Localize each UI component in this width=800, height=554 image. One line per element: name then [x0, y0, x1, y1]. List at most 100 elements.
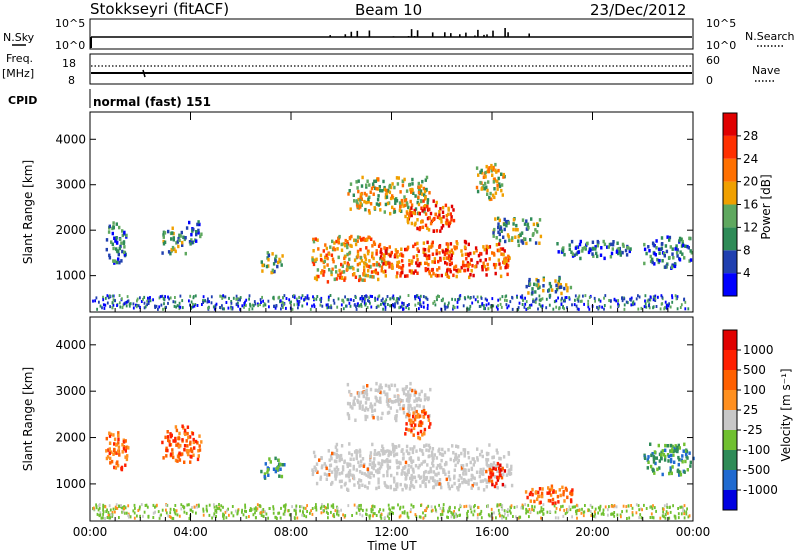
velocity-near-range-cell — [245, 510, 247, 513]
power-cell — [527, 225, 530, 230]
power-near-range-cell — [321, 304, 324, 308]
power-near-range-cell — [142, 297, 144, 301]
velocity-cell — [427, 396, 430, 401]
power-near-range-cell — [594, 299, 596, 303]
velocity-cell — [491, 472, 495, 476]
power-cell — [322, 273, 325, 277]
velocity-near-range-cell — [575, 509, 578, 513]
velocity-cell — [658, 452, 662, 457]
velocity-cell — [423, 459, 427, 464]
power-cell — [461, 263, 465, 268]
velocity-ylabel: Slant Range [km] — [21, 367, 35, 471]
velocity-cell — [373, 408, 377, 413]
power-near-range-cell — [521, 296, 524, 300]
power-cell — [377, 262, 380, 267]
noise-tick-top-left: 10^5 — [55, 17, 85, 30]
power-cell — [494, 162, 497, 167]
power-cell — [408, 208, 412, 213]
power-cell — [354, 275, 358, 279]
velocity-cell — [457, 487, 460, 492]
velocity-near-range-cell — [594, 515, 597, 519]
power-cell — [375, 187, 378, 191]
velocity-near-range-cell — [321, 503, 323, 507]
velocity-cell — [432, 470, 436, 474]
velocity-near-range-cell — [685, 512, 688, 516]
power-cell — [569, 285, 573, 290]
power-cell — [431, 240, 434, 245]
power-near-range-cell — [615, 299, 618, 303]
time-tick-label: 00:00 — [73, 525, 108, 539]
velocity-cell — [528, 492, 532, 497]
power-cell — [468, 275, 471, 280]
power-colorbar-tick-label: 8 — [743, 243, 751, 257]
power-near-range-cell — [249, 302, 251, 306]
power-cell — [503, 222, 506, 226]
velocity-cell — [563, 499, 566, 503]
velocity-near-range-cell — [275, 516, 278, 520]
power-cell — [112, 221, 115, 225]
velocity-cell — [358, 470, 362, 474]
velocity-colorbar-swatch — [723, 370, 737, 390]
velocity-near-range-cell — [663, 504, 666, 508]
power-cell — [449, 262, 452, 267]
power-cell — [389, 211, 392, 216]
power-cell — [271, 252, 274, 256]
velocity-near-range-cell — [406, 514, 409, 518]
power-cell — [384, 269, 387, 274]
velocity-near-range-cell — [336, 506, 339, 510]
velocity-cell — [389, 406, 392, 410]
power-cell — [653, 262, 656, 266]
power-cell — [391, 182, 394, 186]
power-cell — [446, 248, 449, 253]
velocity-near-range-cell — [622, 504, 625, 508]
power-near-range-cell — [587, 305, 590, 309]
power-cell — [343, 243, 347, 248]
velocity-cell — [546, 491, 549, 495]
velocity-near-range-cell — [542, 507, 545, 511]
velocity-near-range-cell — [568, 505, 571, 509]
power-cell — [581, 249, 584, 253]
velocity-cell — [668, 471, 671, 476]
power-cell — [267, 264, 270, 268]
power-cell — [384, 260, 387, 265]
power-near-range-cell — [516, 295, 518, 299]
power-near-range-cell — [241, 304, 244, 308]
velocity-cell — [465, 463, 468, 467]
power-cell — [603, 242, 607, 247]
power-cell — [433, 216, 436, 221]
velocity-cell — [313, 454, 317, 459]
velocity-cell — [661, 472, 664, 477]
velocity-cell — [355, 455, 358, 460]
velocity-cell — [165, 446, 168, 451]
power-near-range-cell — [361, 299, 364, 303]
power-near-range-cell — [281, 300, 283, 304]
velocity-cell — [117, 433, 120, 438]
power-cell — [408, 183, 411, 187]
velocity-near-range-cell — [525, 507, 527, 511]
power-cell — [523, 237, 526, 241]
velocity-cell — [395, 445, 398, 450]
velocity-cell — [676, 447, 679, 452]
power-near-range-cell — [96, 307, 98, 311]
velocity-near-range-cell — [509, 505, 512, 509]
power-cell — [491, 251, 494, 255]
power-near-range-cell — [384, 307, 387, 311]
power-near-range-cell — [447, 301, 450, 305]
power-near-range-cell — [118, 294, 121, 297]
velocity-near-range-cell — [608, 505, 610, 509]
velocity-cell — [391, 400, 394, 404]
power-cell — [116, 249, 119, 254]
velocity-near-range-cell — [102, 510, 105, 514]
power-cell — [578, 242, 582, 247]
power-cell — [474, 265, 477, 269]
power-cell — [424, 261, 427, 265]
velocity-near-range-cell — [650, 512, 653, 516]
velocity-near-range-cell — [607, 513, 609, 517]
power-near-range-cell — [621, 296, 623, 300]
power-near-range-cell — [365, 295, 368, 299]
power-cell — [370, 270, 374, 274]
power-cell — [672, 256, 675, 260]
power-cell — [560, 291, 563, 296]
velocity-cell — [278, 474, 281, 478]
power-cell — [497, 230, 500, 234]
